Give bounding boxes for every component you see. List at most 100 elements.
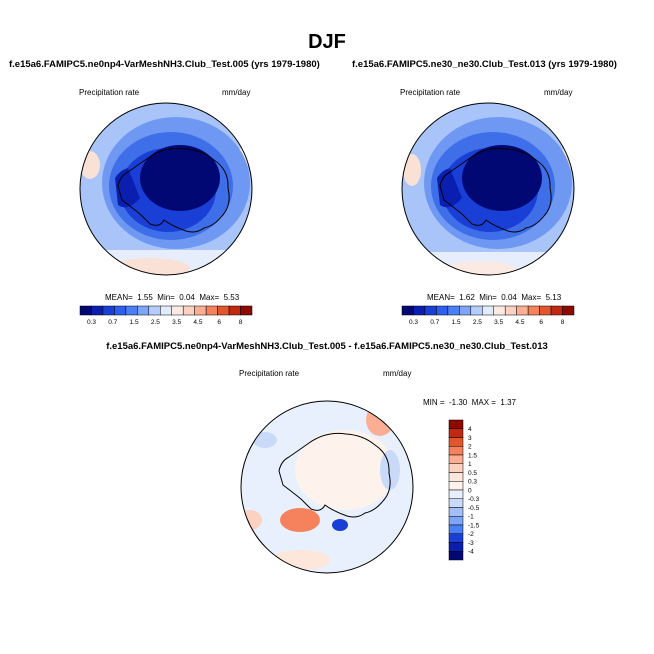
panel3-colorbar-tick-label: -1.5 (468, 522, 480, 529)
panel3-colorbar-tick-label: 0 (468, 487, 472, 494)
panel2-stats: MEAN= 1.62 Min= 0.04 Max= 5.13 (427, 293, 561, 302)
panel3-map-border (240, 400, 414, 574)
panel2-colorbar-swatch (562, 305, 575, 316)
panel2-colorbar-swatch (424, 305, 437, 316)
panel2-colorbar-swatch (550, 305, 563, 316)
panel2-colorbar-swatch (413, 305, 426, 316)
panel2-min-label: Min= (479, 293, 497, 302)
panel3-colorbar-swatch (448, 507, 464, 517)
panel2-colorbar-tick-label: 2.5 (473, 319, 482, 326)
panel2-colorbar-tick-label: 0.3 (409, 319, 418, 326)
panel1-colorbar-swatch (194, 305, 207, 316)
panel3-colorbar-tick-label: -2 (468, 531, 474, 538)
panel2-colorbar-tick-label: 0.7 (430, 319, 439, 326)
panel1-map-border (79, 102, 253, 276)
panel2-colorbar-swatch (516, 305, 529, 316)
panel1-title: f.e15a6.FAMIPC5.ne0np4-VarMeshNH3.Club_T… (9, 59, 320, 70)
panel1-max-value: 5.53 (223, 293, 240, 302)
panel3-title: f.e15a6.FAMIPC5.ne0np4-VarMeshNH3.Club_T… (106, 341, 548, 352)
panel1-colorbar-swatch (79, 305, 92, 316)
panel1-antarctica-outline (117, 147, 230, 233)
panel1-colorbar: 0.3 0.7 1.5 2.5 3.5 4.5 6 8 (79, 305, 253, 326)
panel3-colorbar-swatch (448, 437, 464, 447)
panel2-variable-label: Precipitation rate (400, 88, 461, 97)
page-title: DJF (308, 31, 346, 53)
panel2-colorbar-tick-label: 3.5 (494, 319, 503, 326)
panel1-mean-label: MEAN= (105, 293, 133, 302)
panel3-colorbar-swatch (448, 551, 464, 561)
panel2-colorbar-swatch (459, 305, 472, 316)
panel1-map (80, 103, 252, 275)
panel1-colorbar-swatch (217, 305, 230, 316)
panel3-colorbar-tick-label: -0.5 (468, 505, 480, 512)
panel1-stats: MEAN= 1.55 Min= 0.04 Max= 5.53 (105, 293, 239, 302)
panel3-colorbar-tick-label: -4 (468, 549, 474, 556)
panel3-colorbar-tick-label: 1 (468, 461, 472, 468)
panel1-colorbar-swatch (148, 305, 161, 316)
panel3-map (241, 401, 413, 573)
panel3-colorbar-swatch (448, 498, 464, 508)
panel3-min-label: MIN = (423, 398, 445, 407)
panel2-mean-value: 1.62 (459, 293, 475, 302)
panel3-colorbar-swatch (448, 472, 464, 482)
panel2-colorbar-tick-label: 8 (561, 319, 565, 326)
panel1-colorbar-tick-label: 4.5 (193, 319, 202, 326)
panel3-colorbar-swatch (448, 524, 464, 534)
panel3-colorbar-swatch (448, 533, 464, 543)
panel1-colorbar-tick-label: 2.5 (151, 319, 160, 326)
panel3-colorbar-tick-label: 0.3 (468, 479, 477, 486)
panel2-title: f.e15a6.FAMIPC5.ne30_ne30.Club_Test.013 … (352, 59, 617, 70)
panel2-min-value: 0.04 (501, 293, 517, 302)
panel2-units-label: mm/day (544, 88, 573, 97)
panel2-colorbar-swatch (482, 305, 494, 316)
panel3-colorbar-swatch (448, 446, 464, 456)
panel1-colorbar-swatch (205, 305, 218, 316)
panel1-colorbar-swatch (114, 305, 127, 316)
panel3-colorbar-tick-label: 2 (468, 444, 472, 451)
panel1-colorbar-swatch (91, 305, 104, 316)
panel2-colorbar-tick-label: 1.5 (452, 319, 461, 326)
panel3-min-value: -1.30 (449, 398, 468, 407)
panel1-colorbar-swatch (171, 305, 184, 316)
panel3-antarctica-outline (278, 432, 391, 518)
panel1-colorbar-tick-label: 8 (239, 319, 243, 326)
panel1-colorbar-swatch (228, 305, 241, 316)
panel1-units-label: mm/day (222, 88, 251, 97)
panel1-colorbar-tick-label: 6 (217, 319, 221, 326)
panel2-colorbar: 0.3 0.7 1.5 2.5 3.5 4.5 6 8 (401, 305, 575, 326)
panel3-colorbar-swatch (448, 419, 464, 429)
panel3-colorbar-tick-label: -1 (468, 514, 474, 521)
panel3-colorbar-tick-label: -0.3 (468, 496, 480, 503)
panel2-max-label: Max= (521, 293, 542, 302)
panel3-colorbar-swatch (448, 542, 464, 552)
panel3-colorbar-swatch (448, 489, 464, 499)
panel2-colorbar-swatch (493, 305, 506, 316)
panel2-colorbar-swatch (539, 305, 552, 316)
panel1-colorbar-swatch (182, 305, 195, 316)
panel3-colorbar-swatch (448, 516, 464, 526)
panel3-colorbar-tick-label: 3 (468, 435, 472, 442)
panel1-colorbar-swatch (125, 305, 138, 316)
panel3-units-label: mm/day (383, 369, 412, 378)
panel1-colorbar-tick-label: 0.7 (108, 319, 117, 326)
panel3-colorbar-tick-label: 1.5 (468, 452, 477, 459)
panel1-colorbar-tick-label: 1.5 (130, 319, 139, 326)
panel2-max-value: 5.13 (545, 293, 562, 302)
panel2-colorbar-tick-label: 4.5 (515, 319, 524, 326)
panel1-colorbar-swatch (240, 305, 253, 316)
panel3-colorbar-swatch (448, 428, 464, 438)
panel3-colorbar: 4 3 21.5 1 0.5 0.30 -0.3 -0.5 -1-1.5 -2 -3 -4 (448, 419, 480, 561)
panel3-max-value: 1.37 (500, 398, 516, 407)
panel2-colorbar-swatch (504, 305, 517, 316)
panel1-variable-label: Precipitation rate (79, 88, 140, 97)
panel2-antarctica-outline (439, 147, 552, 233)
panel1-colorbar-tick-label: 3.5 (172, 319, 181, 326)
panel1-colorbar-swatch (137, 305, 150, 316)
panel1-max-label: Max= (199, 293, 220, 302)
panel1-colorbar-swatch (102, 305, 115, 316)
panel3-variable-label: Precipitation rate (239, 369, 300, 378)
panel2-colorbar-swatch (436, 305, 449, 316)
panel1-colorbar-swatch (160, 305, 172, 316)
panel2-colorbar-swatch (401, 305, 414, 316)
